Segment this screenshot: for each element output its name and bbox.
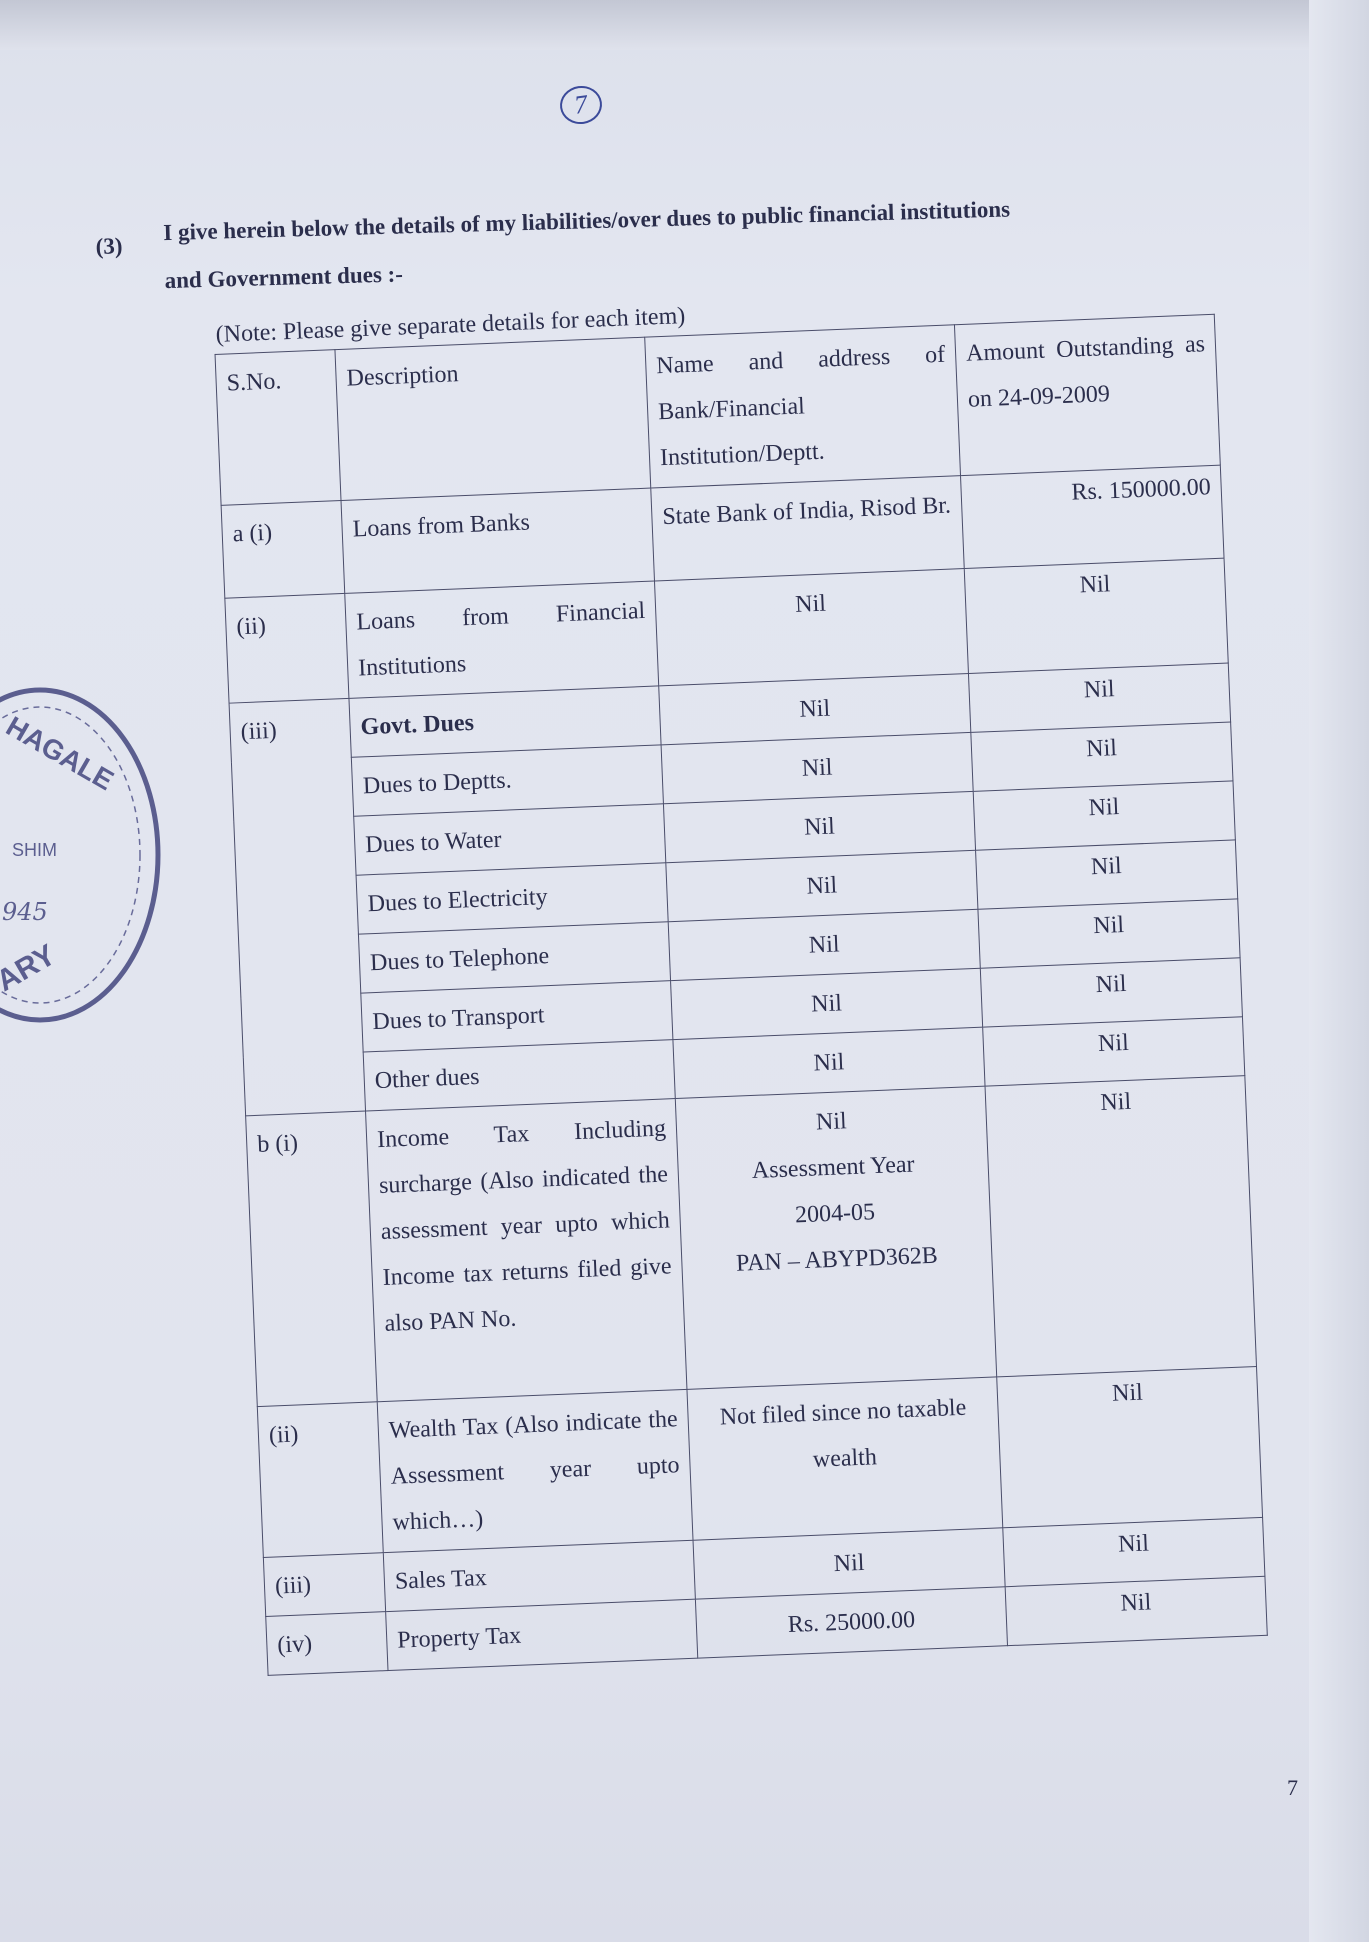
cell-amount: Nil	[982, 1016, 1245, 1087]
heading-line-2: and Government dues :-	[164, 261, 404, 294]
cell-amount: Nil	[973, 780, 1236, 851]
page-right-edge	[1309, 0, 1369, 1942]
cell-description: Property Tax	[385, 1599, 698, 1671]
cell-description: Loans from Banks	[341, 488, 655, 594]
header-institution: Name and address of Bank/Financial Insti…	[644, 324, 961, 489]
cell-sno: (iii)	[263, 1552, 386, 1617]
page-number: 7	[1287, 1775, 1298, 1800]
stamp-text: HAGALE	[1, 710, 119, 796]
header-amount: Amount Outstanding as on 24-09-2009	[954, 314, 1221, 476]
cell-description: Income Tax Including surcharge (Also ind…	[365, 1098, 687, 1402]
cell-amount: Nil	[970, 721, 1233, 792]
cell-amount: Nil	[980, 957, 1243, 1028]
stamp-text: ARY	[0, 938, 61, 998]
stamp-text: SHIM	[12, 840, 57, 860]
rubber-stamp: HAGALE SHIM 945 ARY	[0, 687, 161, 1023]
handwritten-page-mark: 7	[557, 83, 605, 127]
cell-sno: (ii)	[257, 1401, 384, 1558]
table-row: b (i) Income Tax Including surcharge (Als…	[245, 1075, 1257, 1407]
stamp-outer-ring	[0, 687, 161, 1023]
cell-institution: Nil	[654, 568, 969, 686]
cell-amount: Nil	[985, 1075, 1257, 1377]
section-heading: (3) I give herein below the details of m…	[95, 189, 1275, 293]
cell-description: Wealth Tax (Also indicate the Assessment…	[377, 1389, 694, 1553]
header-description: Description	[334, 337, 651, 501]
section-number: (3)	[95, 233, 123, 259]
stamp-handwritten-number: 945	[2, 898, 48, 926]
cell-sno: (ii)	[224, 593, 349, 704]
cell-amount: Nil	[975, 839, 1238, 910]
cell-amount: Nil	[1005, 1576, 1268, 1646]
cell-amount: Rs. 150000.00	[960, 465, 1225, 569]
cell-sno: (iii)	[229, 698, 366, 1116]
liabilities-section: (Note: Please give separate details for …	[213, 276, 1268, 1676]
cell-amount: Nil	[996, 1366, 1263, 1528]
cell-institution: Rs. 25000.00	[695, 1586, 1008, 1659]
liabilities-table: S.No. Description Name and address of Ba…	[215, 314, 1268, 1676]
cell-sno: a (i)	[221, 500, 345, 599]
heading-line-1: I give herein below the details of my li…	[162, 196, 1011, 246]
cell-amount: Nil	[968, 663, 1231, 733]
cell-amount: Nil	[1002, 1517, 1265, 1587]
stamp-inner-ring	[0, 706, 141, 1004]
cell-institution: Nil Assessment Year 2004-05 PAN – ABYPD3…	[675, 1086, 997, 1390]
page-top-edge	[0, 0, 1369, 50]
cell-sno: (iv)	[265, 1611, 389, 1676]
cell-description: Loans from Financial Institutions	[344, 580, 659, 699]
cell-institution: State Bank of India, Risod Br.	[650, 475, 965, 581]
header-sno: S.No.	[215, 349, 342, 506]
cell-amount: Nil	[977, 898, 1241, 969]
cell-institution: Not filed since no taxable wealth	[686, 1376, 1003, 1541]
cell-amount: Nil	[964, 558, 1229, 674]
cell-sno: b (i)	[245, 1111, 378, 1407]
